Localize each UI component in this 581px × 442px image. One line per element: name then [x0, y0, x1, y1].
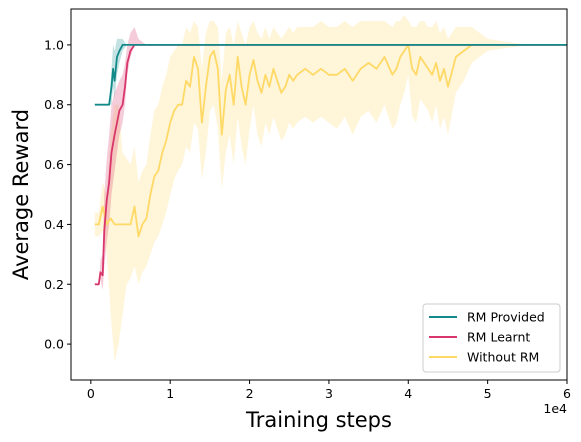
x-tick-label: 5: [484, 386, 492, 401]
line-without-rm: [94, 44, 567, 238]
legend-box: [422, 303, 561, 373]
legend: RM Provided RM Learnt Without RM: [422, 303, 561, 373]
x-tick-label: 2: [246, 386, 254, 401]
y-tick-label: 0.6: [44, 157, 64, 172]
confidence-bands: [94, 15, 568, 362]
x-tick-label: 6: [563, 386, 571, 401]
band-without-rm: [94, 15, 568, 362]
y-axis-title: Average Reward: [9, 109, 33, 280]
x-tick-label: 3: [325, 386, 333, 401]
y-axis: 0.0 0.2 0.4 0.6 0.8 1.0: [44, 37, 71, 352]
series-lines: [94, 44, 567, 286]
y-tick-label: 0.8: [44, 97, 64, 112]
line-rm-provided: [94, 44, 567, 106]
legend-label-rm-learnt: RM Learnt: [467, 330, 530, 345]
x-tick-label: 0: [87, 386, 95, 401]
legend-label-without-rm: Without RM: [467, 350, 539, 365]
y-tick-label: 0.2: [44, 277, 64, 292]
y-tick-label: 1.0: [44, 37, 64, 52]
x-axis: 0 1 2 3 4 5 6: [87, 380, 571, 401]
plot-frame: [70, 8, 568, 381]
x-tick-label: 4: [404, 386, 412, 401]
x-axis-title: Training steps: [245, 408, 392, 432]
x-axis-offset-label: 1e4: [543, 401, 567, 416]
x-tick-label: 1: [166, 386, 174, 401]
y-tick-label: 0.0: [44, 337, 64, 352]
legend-label-rm-provided: RM Provided: [467, 310, 545, 325]
y-tick-label: 0.4: [44, 217, 64, 232]
